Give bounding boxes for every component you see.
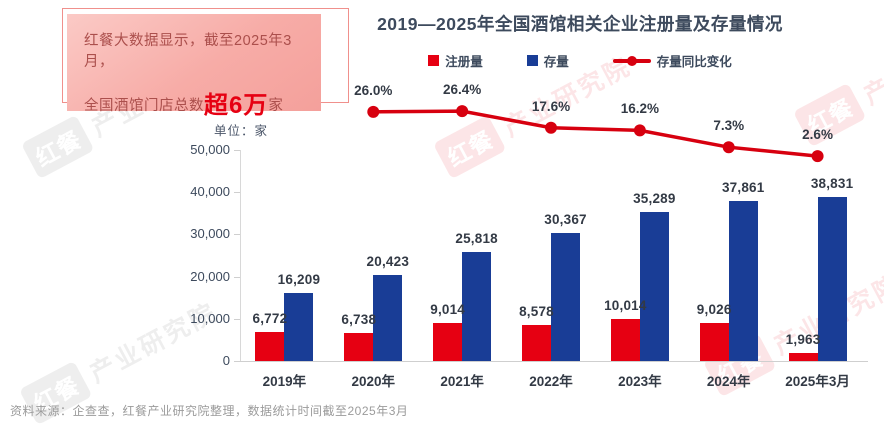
yoy-percent-label: 26.4% [443,82,482,98]
legend-swatch-red-icon [428,55,440,66]
yoy-percent-label: 16.2% [620,101,659,117]
bar-stock-2022年 [551,232,580,361]
unit-label: 单位：家 [214,124,269,138]
y-axis-tick [234,150,240,151]
x-axis-category-label: 2019年 [262,374,307,389]
yoy-line-point [545,121,557,134]
x-axis-line [240,361,868,362]
x-axis-category-label: 2020年 [351,374,396,389]
x-axis-category-label: 2025年3月 [785,374,850,389]
y-axis-tick [234,276,240,278]
bar-value-stock: 20,423 [366,253,410,269]
y-axis-tick [234,361,240,362]
yoy-line-point [456,105,469,118]
legend-label: 存量 [543,55,569,69]
bar-value-stock: 30,367 [544,211,587,227]
chart-legend: 注册量 存量 存量同比变化 [320,51,840,70]
bar-registrations-2023年 [610,318,640,361]
bar-stock-2024年 [728,201,758,361]
bar-value-registrations: 6,738 [341,311,377,327]
yoy-line-point [367,105,380,118]
yoy-line-point [722,141,735,154]
yoy-line-point [633,124,646,137]
bar-value-registrations: 9,014 [430,301,466,317]
legend-item-registrations: 注册量 [428,51,483,70]
callout-line2-suffix: 家 [268,98,284,114]
callout-line1: 红餐大数据显示，截至2025年3月， [84,33,292,70]
bar-registrations-2022年 [522,324,551,361]
callout-line2: 全国酒馆门店总数超6万家 [84,85,304,120]
legend-line-marker-icon [612,55,651,66]
bar-registrations-2021年 [433,322,463,361]
legend-label: 存量同比变化 [656,55,732,69]
bar-stock-2019年 [284,292,314,361]
source-note: 资料来源：企查查，红餐产业研究院整理，数据统计时间截至2025年3月 [10,404,409,418]
bar-registrations-2024年 [699,322,729,361]
yoy-line-point [811,150,824,163]
y-axis-tick-label: 0 [222,353,230,368]
bar-value-registrations: 6,772 [252,311,288,327]
yoy-line [373,109,818,158]
y-axis-line [240,150,241,361]
bar-value-registrations: 8,578 [519,303,554,319]
bar-value-stock: 35,289 [633,191,676,207]
yoy-percent-label: 7.3% [713,118,745,134]
legend-swatch-blue-icon [526,55,538,66]
callout-highlight: 超6万 [204,92,269,119]
bar-value-registrations: 1,963 [785,331,821,347]
bar-value-stock: 16,209 [277,271,321,287]
x-axis-category-label: 2022年 [529,374,573,389]
legend-label: 注册量 [445,55,483,69]
y-axis-tick [234,318,240,320]
x-axis-category-label: 2021年 [440,374,484,389]
y-axis-tick-label: 40,000 [190,184,230,200]
x-axis-category-label: 2023年 [618,374,662,389]
y-axis-tick-label: 50,000 [190,142,230,157]
y-axis-tick [234,192,240,194]
bar-value-stock: 38,831 [810,176,854,192]
bar-value-stock: 37,861 [721,180,765,196]
bar-stock-2020年 [373,274,403,361]
y-axis-tick-label: 20,000 [190,268,230,284]
callout-line2-prefix: 全国酒馆门店总数 [84,98,204,114]
legend-item-stock: 存量 [526,51,569,70]
bar-registrations-2020年 [344,332,374,361]
y-axis-tick-label: 30,000 [190,226,230,242]
y-axis-tick-label: 10,000 [190,310,230,326]
bar-value-registrations: 9,026 [696,301,732,317]
yoy-percent-label: 17.6% [531,98,571,114]
bar-stock-2025年3月 [817,197,847,361]
bar-value-stock: 25,818 [455,231,498,247]
bar-registrations-2025年3月 [788,352,818,361]
legend-item-yoy-change: 存量同比变化 [612,51,732,70]
bar-stock-2023年 [639,212,669,361]
callout-box: 红餐大数据显示，截至2025年3月， 全国酒馆门店总数超6万家 [67,14,321,119]
x-axis-category-label: 2024年 [706,374,751,389]
bar-stock-2021年 [462,252,492,361]
chart-title: 2019—2025年全国酒馆相关企业注册量及存量情况 [377,14,783,34]
yoy-percent-label: 26.0% [354,82,393,98]
yoy-percent-label: 2.6% [802,127,833,143]
bar-value-registrations: 10,014 [604,297,647,313]
bar-registrations-2019年 [255,332,285,361]
y-axis-tick [234,234,240,236]
